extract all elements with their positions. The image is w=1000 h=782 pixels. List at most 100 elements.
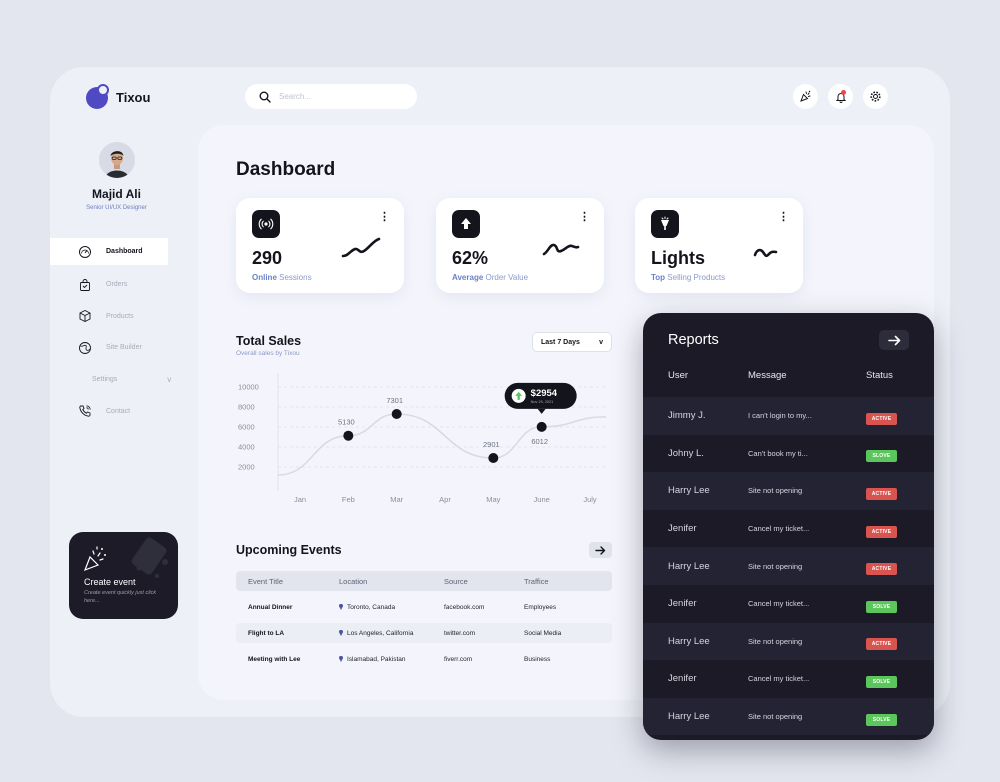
stat-value: Lights — [651, 248, 705, 268]
column-header[interactable]: Traffice — [524, 576, 549, 586]
column-header[interactable]: Status — [866, 370, 893, 381]
event-location: Islamabad, Pakistan — [347, 655, 406, 663]
stat-card-order-value[interactable]: ⋮ 62% Average Order Value — [436, 198, 604, 293]
table-row[interactable]: Annual Dinner Toronto, Canada facebook.c… — [236, 597, 612, 617]
table-row[interactable]: Meeting with Lee Islamabad, Pakistan fiv… — [236, 649, 612, 669]
status-badge[interactable]: SLOVE — [866, 450, 897, 463]
location-pin-icon — [339, 656, 343, 662]
location-pin-icon — [339, 604, 343, 610]
notifications-button[interactable] — [828, 84, 853, 109]
table-row[interactable]: Harry Lee Site not opening ACTIVE — [643, 547, 934, 585]
column-header[interactable]: Event Title — [248, 576, 284, 586]
column-header[interactable]: Source — [444, 576, 468, 586]
sidebar-item-orders[interactable]: Orders — [50, 269, 168, 301]
tooltip-date: Nov 29, 2021 — [531, 400, 554, 404]
sidebar-item-site-builder[interactable]: Site Builder — [50, 332, 168, 364]
reports-header: User Message Status — [643, 370, 934, 381]
status-badge[interactable]: SOLVE — [866, 675, 897, 688]
globe-icon — [79, 342, 91, 354]
create-event-card[interactable]: Create event Create event quickly just c… — [69, 532, 178, 619]
events-next-button[interactable] — [589, 542, 612, 558]
sidebar-item-contact[interactable]: Contact — [50, 395, 168, 427]
app-logo[interactable]: Tixou — [86, 84, 150, 109]
search-input[interactable] — [279, 92, 399, 101]
report-user: Harry Lee — [668, 560, 710, 572]
report-message: Site not opening — [748, 561, 803, 571]
stat-card-top-products[interactable]: ⋮ Lights Top Selling Products — [635, 198, 803, 293]
sidebar-item-settings[interactable]: Settings v — [50, 364, 172, 396]
card-menu-icon[interactable]: ⋮ — [579, 211, 590, 223]
sparkline — [341, 237, 381, 258]
card-menu-icon[interactable]: ⋮ — [379, 211, 390, 223]
table-row[interactable]: Jenifer Cancel my ticket... ACTIVE — [643, 510, 934, 548]
event-traffic: Business — [524, 655, 551, 663]
total-sales-title: Total Sales — [236, 334, 302, 348]
tooltip-value: $2954 — [531, 388, 558, 399]
sales-line — [277, 413, 607, 476]
upcoming-events-title: Upcoming Events — [236, 543, 342, 557]
chevron-down-icon[interactable]: v — [167, 375, 172, 385]
total-sales-subtitle: Overall sales by Tixou — [236, 350, 300, 357]
table-row[interactable]: Johny L. Can't book my ti... SLOVE — [643, 435, 934, 473]
settings-button[interactable] — [863, 84, 888, 109]
table-row[interactable]: Jimmy J. I can't login to my... ACTIVE — [643, 397, 934, 435]
status-badge[interactable]: ACTIVE — [866, 638, 897, 651]
sidebar-item-dashboard[interactable]: Dashboard — [50, 238, 168, 265]
logo-icon — [86, 84, 110, 109]
event-traffic: Employees — [524, 603, 557, 611]
celebrate-button[interactable] — [793, 84, 818, 109]
date-range-select[interactable]: Last 7 Days v — [532, 332, 612, 352]
reports-panel: Reports User Message Status Jimmy J. I ca… — [643, 313, 934, 740]
table-row[interactable]: Jenifer Cancel my ticket... SOLVE — [643, 585, 934, 623]
y-tick-label: 6000 — [238, 423, 255, 432]
broadcast-icon — [252, 210, 280, 238]
x-tick-label: Feb — [342, 495, 355, 504]
search-icon — [259, 91, 271, 103]
data-point[interactable] — [488, 452, 499, 463]
stat-card-sessions[interactable]: ⋮ 290 Online Sessions — [236, 198, 404, 293]
profile-role: Senior UI/UX Designer — [86, 205, 147, 211]
data-point[interactable] — [536, 421, 547, 432]
table-row[interactable]: Harry Lee Site not opening SOLVE — [643, 697, 934, 736]
create-event-title: Create event — [84, 577, 136, 587]
status-badge[interactable]: ACTIVE — [866, 563, 897, 576]
sidebar-item-label: Settings — [92, 376, 118, 384]
card-menu-icon[interactable]: ⋮ — [778, 211, 789, 223]
status-badge[interactable]: SOLVE — [866, 600, 897, 613]
status-badge[interactable]: ACTIVE — [866, 487, 897, 500]
status-badge[interactable]: ACTIVE — [866, 525, 897, 538]
data-point[interactable] — [391, 408, 402, 419]
column-header[interactable]: Message — [748, 370, 787, 381]
sidebar-item-label: Contact — [106, 407, 131, 415]
chevron-down-icon: v — [599, 338, 603, 346]
column-header[interactable]: Location — [339, 576, 368, 586]
report-user: Jenifer — [668, 598, 697, 610]
report-message: Cancel my ticket... — [748, 524, 810, 534]
table-row[interactable]: Harry Lee Site not opening ACTIVE — [643, 622, 934, 661]
phone-icon — [79, 405, 91, 417]
status-badge[interactable]: SOLVE — [866, 713, 897, 726]
x-tick-label: May — [486, 495, 500, 504]
table-row[interactable]: Jenifer Cancel my ticket... SOLVE — [643, 660, 934, 698]
search-bar[interactable] — [245, 84, 417, 109]
report-message: Cancel my ticket... — [748, 674, 810, 684]
report-user: Johny L. — [668, 447, 704, 459]
confetti-decoration-icon — [83, 537, 168, 578]
table-row[interactable]: Harry Lee Site not opening ACTIVE — [643, 472, 934, 510]
sidebar-item-label: Orders — [106, 281, 128, 289]
reports-next-button[interactable] — [879, 330, 909, 350]
stat-value: 290 — [252, 248, 283, 268]
y-tick-label: 4000 — [238, 443, 255, 452]
sidebar-item-products[interactable]: Products — [50, 301, 168, 333]
event-title: Annual Dinner — [248, 603, 293, 611]
table-row[interactable]: Flight to LA Los Angeles, California twi… — [236, 623, 612, 643]
avatar[interactable] — [99, 142, 135, 178]
reports-title: Reports — [668, 332, 719, 348]
x-tick-label: Mar — [390, 495, 403, 504]
column-header[interactable]: User — [668, 370, 689, 381]
data-label: 5130 — [338, 418, 355, 427]
event-source: fiverr.com — [444, 655, 473, 663]
status-badge[interactable]: ACTIVE — [866, 412, 897, 425]
data-point[interactable] — [343, 430, 354, 441]
